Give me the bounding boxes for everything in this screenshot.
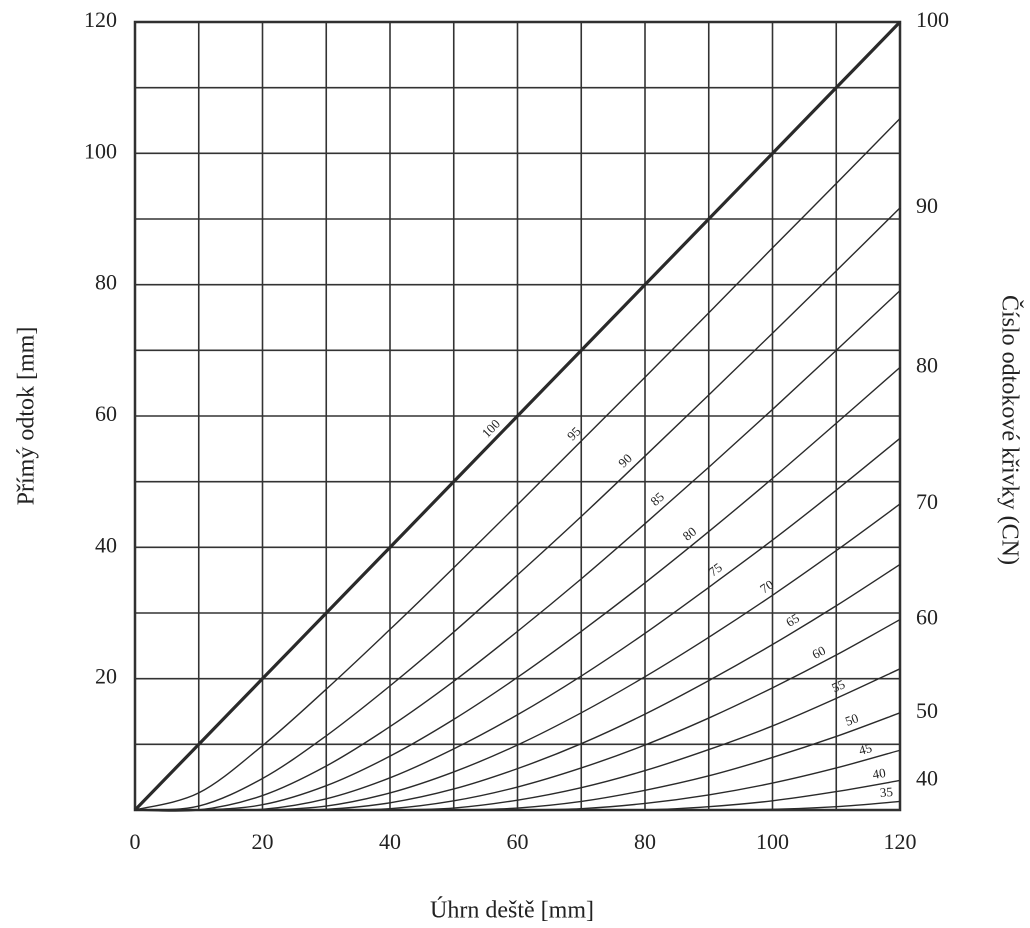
cn-curve [135, 800, 901, 811]
y2-tick-label: 60 [916, 605, 938, 630]
y2-tick-label: 70 [916, 489, 938, 514]
y-tick-label: 80 [95, 270, 117, 295]
y-tick-label: 120 [84, 7, 117, 32]
y2-tick-label: 80 [916, 352, 938, 377]
y-tick-label: 20 [95, 664, 117, 689]
cn-curve [134, 290, 901, 812]
y2-tick-label: 40 [916, 765, 938, 790]
curve-label: 60 [809, 643, 827, 662]
x-tick-label: 20 [252, 829, 274, 854]
curve-label: 50 [843, 710, 860, 729]
curve-label: 40 [871, 765, 886, 782]
y2-tick-label: 50 [916, 698, 938, 723]
curve-label: 45 [857, 740, 874, 758]
y2-tick-label: 90 [916, 193, 938, 218]
y-tick-label: 40 [95, 532, 117, 557]
cn-curve [133, 20, 902, 812]
x-tick-label: 40 [379, 829, 401, 854]
y-tick-label: 100 [84, 138, 117, 163]
curve-label: 70 [757, 577, 776, 597]
curve-label: 85 [647, 489, 667, 509]
x-tick-label: 120 [884, 829, 917, 854]
x-tick-label: 60 [507, 829, 529, 854]
cn-curve [134, 366, 901, 812]
x-tick-label: 0 [130, 829, 141, 854]
curve-label: 80 [680, 524, 700, 544]
curve-label: 55 [829, 676, 847, 695]
y-tick-label: 60 [95, 401, 117, 426]
y2-tick-label: 100 [916, 7, 949, 32]
curve-label: 90 [615, 451, 635, 471]
x-axis-title: Úhrn deště [mm] [430, 897, 594, 924]
cn-curve [134, 118, 901, 811]
cn-curve [134, 437, 901, 812]
x-tick-label: 100 [756, 829, 789, 854]
curve-label: 35 [879, 784, 893, 800]
y2-axis-title: Číslo odtokové křivky (CN) [996, 295, 1023, 565]
y-axis-title: Přímý odtok [mm] [14, 327, 40, 506]
cn-curve [134, 207, 901, 811]
x-tick-label: 80 [634, 829, 656, 854]
